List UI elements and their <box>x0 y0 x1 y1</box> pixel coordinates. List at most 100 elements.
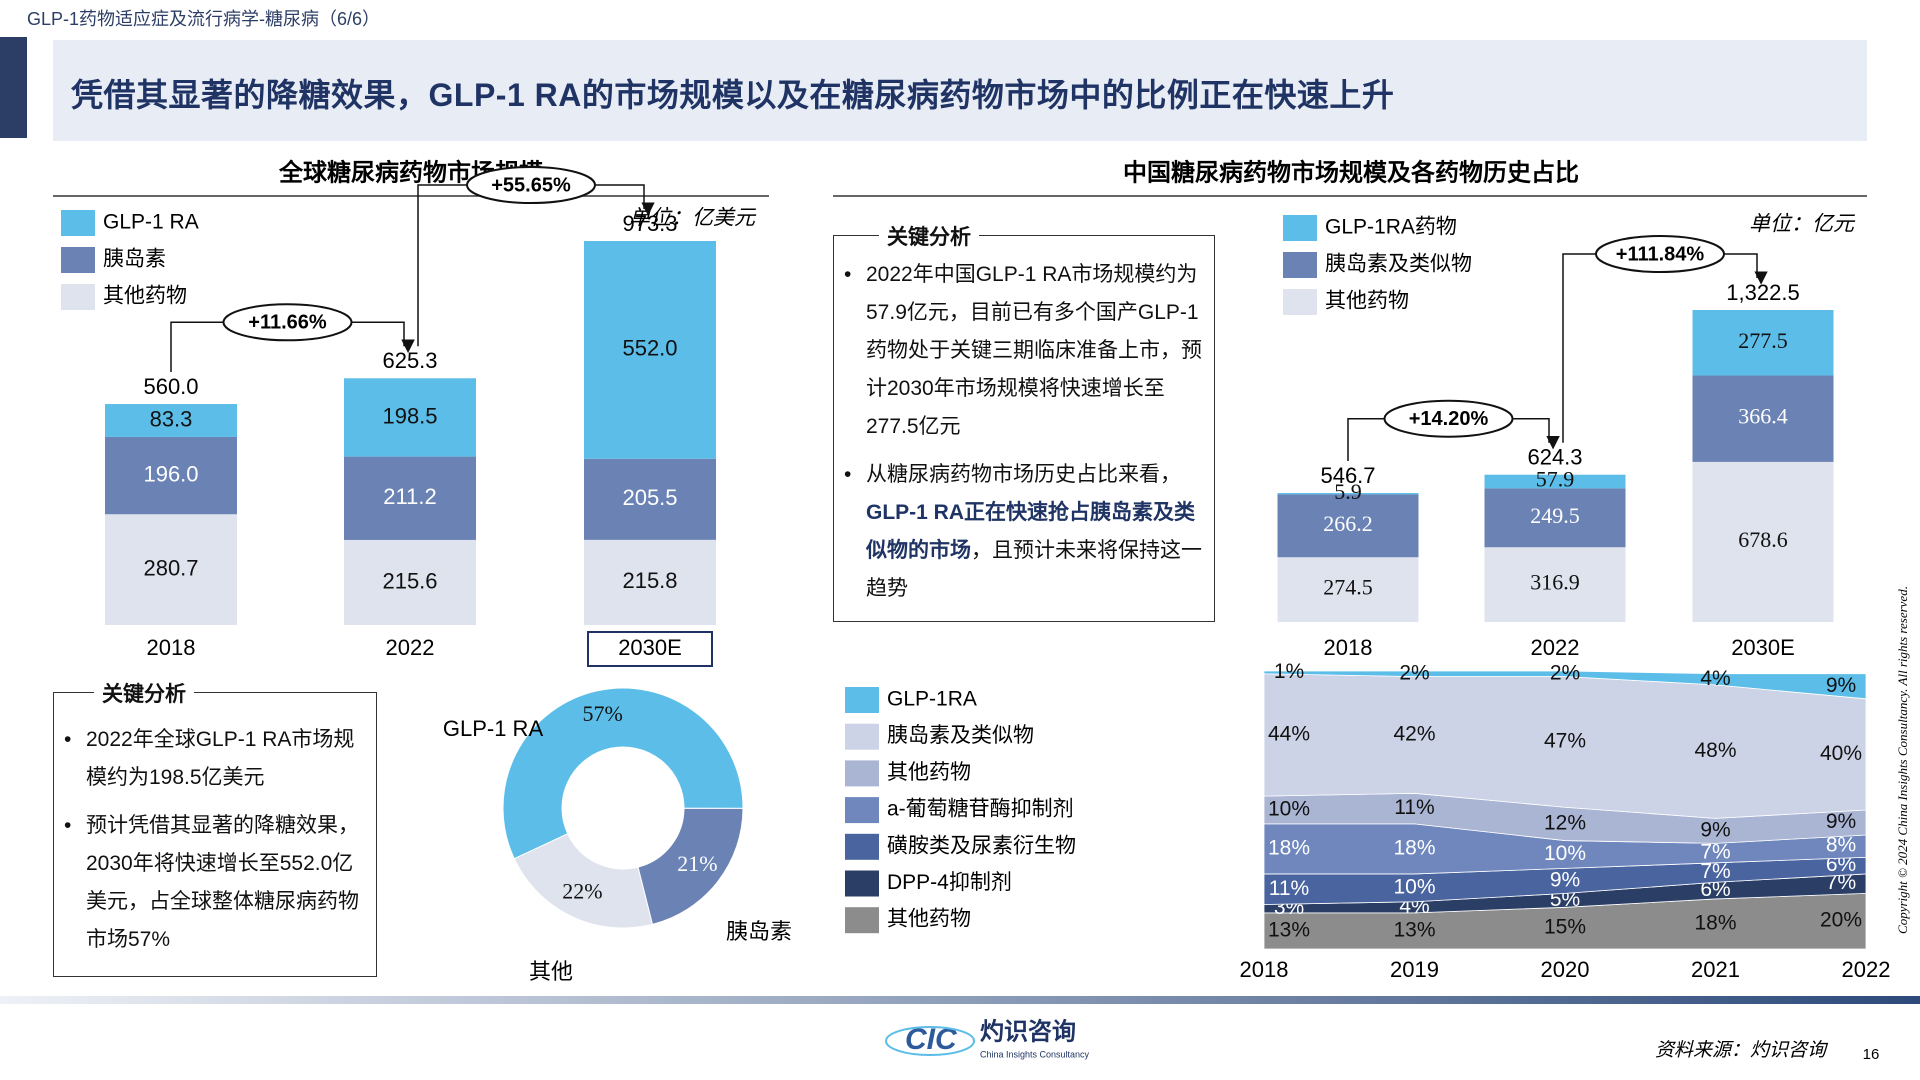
bar-segment <box>1484 547 1626 622</box>
bar-segment <box>1692 461 1834 622</box>
donut-slice <box>502 687 744 860</box>
bar-segment <box>1277 557 1419 622</box>
bullet: 2022年全球GLP-1 RA市场规模约为198.5亿美元 <box>54 721 368 797</box>
source: 资料来源：灼识咨询 <box>1655 1040 1829 1061</box>
donut-slice <box>637 807 744 925</box>
growth-badge <box>1383 399 1514 438</box>
segment-label: 196.0 <box>143 461 198 486</box>
area-label: 18% <box>1393 836 1435 859</box>
breadcrumb: GLP-1药物适应症及流行病学-糖尿病（6/6） <box>27 9 381 29</box>
total-label: 625.3 <box>382 348 437 373</box>
area-label: 47% <box>1544 729 1586 752</box>
title-band: 凭借其显著的降糖效果，GLP-1 RA的市场规模以及在糖尿病药物市场中的比例正在… <box>53 40 1867 141</box>
bar-segment <box>344 539 476 625</box>
area-label: 40% <box>1820 742 1862 765</box>
bar-segment <box>584 539 716 625</box>
unit-label: 单位：亿美元 <box>629 207 757 230</box>
legend-swatch <box>1283 289 1317 315</box>
segment-label: 552.0 <box>622 336 677 361</box>
legend-label: 其他药物 <box>887 908 971 931</box>
bar-segment <box>105 514 237 625</box>
area-label: 42% <box>1393 722 1435 745</box>
growth-label: +55.65% <box>491 174 571 196</box>
area-label: 48% <box>1694 739 1736 762</box>
area-label: 12% <box>1544 811 1586 834</box>
growth-label: +14.20% <box>1409 408 1489 430</box>
x-tick-label: 2022 <box>1842 957 1891 982</box>
area-label: 18% <box>1694 912 1736 935</box>
growth-badge <box>1595 235 1725 273</box>
page-number: 16 <box>1863 1046 1880 1063</box>
legend-swatch <box>845 760 879 787</box>
x-tick-label: 2022 <box>386 635 435 660</box>
x-tick-label: 2020 <box>1541 957 1590 982</box>
copyright: Copyright © 2024 China Insights Consulta… <box>1895 586 1910 934</box>
chart-title: 中国糖尿病药物市场规模及各药物历史占比 <box>1123 158 1579 186</box>
bullet: 2022年中国GLP-1 RA市场规模约为57.9亿元，目前已有多个国产GLP-… <box>834 256 1206 446</box>
area-band <box>1263 670 1867 700</box>
legend-label: 其他药物 <box>103 285 187 308</box>
area-label: 18% <box>1268 836 1310 859</box>
segment-label: 316.9 <box>1530 570 1580 595</box>
bullet-text: ，且预计未来将保持这一趋势 <box>866 539 1202 600</box>
area-label: 7% <box>1826 871 1856 894</box>
area-label: 2% <box>1399 661 1429 684</box>
bar-segment <box>1692 375 1834 462</box>
slice-name: 胰岛素 <box>726 919 792 944</box>
analysis-box: 关键分析 2022年中国GLP-1 RA市场规模约为57.9亿元，目前已有多个国… <box>833 221 1215 622</box>
legend-label: 胰岛素 <box>103 248 166 271</box>
segment-label: 5.9 <box>1334 479 1362 504</box>
legend-label: GLP-1RA <box>887 688 977 711</box>
segment-label: 198.5 <box>382 403 437 428</box>
analysis-list: 2022年中国GLP-1 RA市场规模约为57.9亿元，目前已有多个国产GLP-… <box>834 256 1214 608</box>
segment-label: 57.9 <box>1536 467 1575 492</box>
segment-label: 205.5 <box>622 485 677 510</box>
area-label: 6% <box>1700 878 1730 901</box>
segment-label: 678.6 <box>1738 527 1788 552</box>
total-label: 624.3 <box>1527 445 1582 470</box>
segment-label: 215.8 <box>622 568 677 593</box>
bar-segment <box>105 436 237 515</box>
legend-swatch <box>845 797 879 824</box>
footer-strip <box>0 996 1920 1004</box>
area-label: 9% <box>1700 818 1730 841</box>
slice-name: 其他 <box>529 959 573 984</box>
bar-segment <box>1277 493 1419 495</box>
x-tick-label: 2018 <box>1240 957 1289 982</box>
segment-label: 266.2 <box>1323 511 1373 536</box>
area-label: 13% <box>1268 918 1310 941</box>
total-label: 1,322.5 <box>1726 280 1799 305</box>
legend-label: 其他药物 <box>1325 290 1409 313</box>
segment-label: 277.5 <box>1738 328 1788 353</box>
bullet: 从糖尿病药物市场历史占比来看， GLP-1 RA正在快速抢占胰岛素及类似物的市场，… <box>834 456 1206 608</box>
legend-label: 胰岛素及类似物 <box>1325 253 1472 276</box>
area-label: 11% <box>1269 877 1309 900</box>
analysis-box: 关键分析 2022年全球GLP-1 RA市场规模约为198.5亿美元 预计凭借其… <box>53 678 377 977</box>
area-label: 20% <box>1820 909 1862 932</box>
legend-swatch <box>61 210 95 236</box>
category-highlight <box>587 631 713 667</box>
area-label: 8% <box>1826 834 1856 857</box>
logo-cn: 灼识咨询 <box>980 1017 1076 1045</box>
slice-name: GLP-1 RA <box>443 716 544 741</box>
sidebar <box>0 37 27 138</box>
bullet: 预计凭借其显著的降糖效果，2030年将快速增长至552.0亿美元，占全球整体糖尿… <box>54 807 368 959</box>
slice-label: 21% <box>677 851 717 876</box>
bar-segment <box>344 456 476 540</box>
area-label: 9% <box>1826 810 1856 833</box>
segment-label: 280.7 <box>143 555 198 580</box>
total-label: 560.0 <box>143 374 198 399</box>
area-label: 10% <box>1393 875 1435 898</box>
bar-segment <box>1484 474 1626 489</box>
x-tick-label: 2030E <box>1731 635 1795 660</box>
area-label: 1% <box>1274 660 1304 683</box>
legend-swatch <box>845 723 879 750</box>
segment-label: 83.3 <box>150 406 193 431</box>
slide-title: 凭借其显著的降糖效果，GLP-1 RA的市场规模以及在糖尿病药物市场中的比例正在… <box>71 77 1395 113</box>
bar-segment <box>584 458 716 540</box>
segment-label: 211.2 <box>383 484 436 509</box>
x-tick-label: 2021 <box>1691 957 1740 982</box>
legend-label: GLP-1RA药物 <box>1325 216 1457 239</box>
